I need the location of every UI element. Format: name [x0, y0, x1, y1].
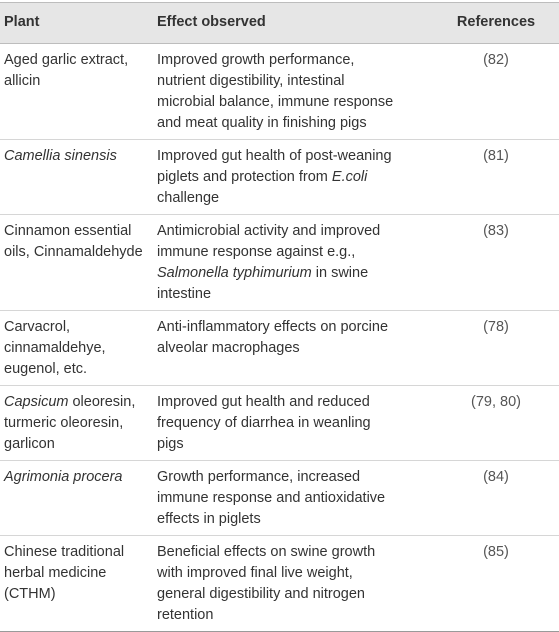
table-cell: Anti-inflammatory effects on porcine alve… — [153, 310, 433, 386]
text-segment: E.coli — [331, 169, 368, 185]
text-segment: in swine — [311, 265, 369, 281]
cell-line: allicin — [4, 73, 41, 89]
table-row: Camellia sinensis Improved gut health of … — [0, 139, 559, 215]
text-segment: Camellia sinensis — [4, 148, 117, 164]
cell-line: Carvacrol, — [4, 319, 71, 335]
cell-line: Agrimonia procera — [4, 467, 149, 488]
cell-line: Antimicrobial activity and improved — [157, 223, 381, 239]
cell-line: intestine — [157, 286, 212, 302]
cell-line: challenge — [157, 190, 220, 206]
cell-line: Salmonella typhimurium in swine — [157, 263, 429, 284]
cell-line: frequency of diarrhea in weanling — [157, 415, 371, 431]
cell-line: Beneficial effects on swine growth — [157, 544, 376, 560]
cell-line: piglets and protection from E.coli — [157, 167, 429, 188]
column-header: References — [433, 2, 559, 44]
cell-line: cinnamaldehye, — [4, 340, 106, 356]
text-segment: oleoresin, — [68, 394, 136, 410]
cell-line: effects in piglets — [157, 511, 261, 527]
cell-line: Aged garlic extract, — [4, 52, 129, 68]
table-cell: (81) — [433, 139, 559, 215]
table-cell: Improved growth performance, nutrient dig… — [153, 43, 433, 140]
cell-line: (CTHM) — [4, 586, 56, 602]
column-header: Effect observed — [153, 2, 433, 44]
table-row: Carvacrol, cinnamaldehye, eugenol, etc. Ant… — [0, 310, 559, 386]
table-row: Aged garlic extract, allicin Improved grow… — [0, 43, 559, 140]
cell-line: Anti-inflammatory effects on porcine — [157, 319, 389, 335]
cell-line: general digestibility and nitrogen — [157, 586, 365, 602]
table-cell: Improved gut health and reduced frequency… — [153, 385, 433, 461]
cell-line: turmeric oleoresin, — [4, 415, 124, 431]
table-cell: (85) — [433, 535, 559, 632]
table-cell: (82) — [433, 43, 559, 140]
cell-line: alveolar macrophages — [157, 340, 300, 356]
table-cell: (78) — [433, 310, 559, 386]
table-cell: Agrimonia procera — [0, 460, 153, 536]
cell-line: Improved growth performance, — [157, 52, 355, 68]
cell-line: herbal medicine — [4, 565, 107, 581]
cell-line: Cinnamon essential — [4, 223, 132, 239]
table-cell: Cinnamon essential oils, Cinnamaldehyde — [0, 214, 153, 311]
cell-line: Chinese traditional — [4, 544, 125, 560]
table-cell: Beneficial effects on swine growth with i… — [153, 535, 433, 632]
table-cell: (84) — [433, 460, 559, 536]
table-body: Aged garlic extract, allicin Improved grow… — [0, 43, 559, 632]
cell-line: Camellia sinensis — [4, 146, 149, 167]
table-cell: Chinese traditional herbal medicine (CTHM) — [0, 535, 153, 632]
cell-line: eugenol, etc. — [4, 361, 88, 377]
cell-line: pigs — [157, 436, 184, 452]
text-segment: piglets and protection from — [157, 169, 332, 185]
cell-line: oils, Cinnamaldehyde — [4, 244, 143, 260]
table-cell: (79, 80) — [433, 385, 559, 461]
cell-line: Growth performance, increased — [157, 469, 361, 485]
cell-line: nutrient digestibility, intestinal — [157, 73, 345, 89]
cell-line: microbial balance, immune response — [157, 94, 394, 110]
table-row: Capsicum oleoresin, turmeric oleoresin, ga… — [0, 385, 559, 461]
table-cell: Capsicum oleoresin, turmeric oleoresin, ga… — [0, 385, 153, 461]
text-segment: Salmonella typhimurium — [157, 265, 312, 281]
text-segment: Capsicum — [4, 394, 69, 410]
table-cell: (83) — [433, 214, 559, 311]
text-segment: Agrimonia procera — [4, 469, 123, 485]
table-row: Chinese traditional herbal medicine (CTHM)… — [0, 535, 559, 632]
table-row: Cinnamon essential oils, Cinnamaldehyde An… — [0, 214, 559, 311]
table-cell: Carvacrol, cinnamaldehye, eugenol, etc. — [0, 310, 153, 386]
cell-line: immune response and antioxidative — [157, 490, 386, 506]
cell-line: garlicon — [4, 436, 55, 452]
column-header: Plant — [0, 2, 153, 44]
table-cell: Antimicrobial activity and improved immun… — [153, 214, 433, 311]
cell-line: and meat quality in finishing pigs — [157, 115, 367, 131]
cell-line: with improved final live weight, — [157, 565, 353, 581]
header-row: Plant Effect observed References — [0, 2, 559, 44]
cell-line: retention — [157, 607, 214, 623]
cell-line: Improved gut health of post-weaning — [157, 148, 392, 164]
cell-line: Capsicum oleoresin, — [4, 392, 149, 413]
table-cell: Growth performance, increased immune resp… — [153, 460, 433, 536]
cell-line: Improved gut health and reduced — [157, 394, 370, 410]
table-cell: Aged garlic extract, allicin — [0, 43, 153, 140]
table-cell: Improved gut health of post-weaning pigle… — [153, 139, 433, 215]
table-row: Agrimonia procera Growth performance, inc… — [0, 460, 559, 536]
cell-line: immune response against e.g., — [157, 244, 356, 260]
table-cell: Camellia sinensis — [0, 139, 153, 215]
